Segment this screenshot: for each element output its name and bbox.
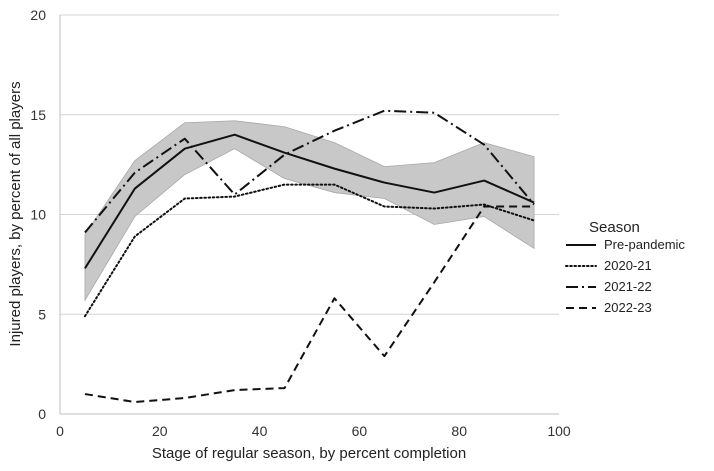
series-line-2020-21 xyxy=(83,183,536,318)
tick-labels: 0 5 10 15 20 0 20 40 60 80 100 xyxy=(30,7,570,439)
y-tick-label: 20 xyxy=(30,7,46,23)
series-lines xyxy=(83,109,536,404)
x-tick-label: 0 xyxy=(56,423,64,439)
y-axis-label: Injured players, by percent of all playe… xyxy=(7,81,24,346)
band-area xyxy=(84,120,535,302)
legend: Season Pre-pandemic 2020-21 2021-22 2022-23 xyxy=(565,219,685,315)
y-tick-label: 0 xyxy=(38,406,46,422)
series-line-2021-22 xyxy=(84,109,535,234)
legend-item-label: 2021-22 xyxy=(604,279,652,294)
x-axis-label: Stage of regular season, by percent comp… xyxy=(152,445,466,462)
legend-item-label: Pre-pandemic xyxy=(604,237,685,252)
x-tick-label: 20 xyxy=(152,423,168,439)
y-tick-label: 15 xyxy=(30,107,46,123)
series-line-pre-pandemic xyxy=(84,133,535,269)
series-line-2022-23 xyxy=(84,205,535,404)
legend-title: Season xyxy=(589,219,640,236)
axes xyxy=(59,15,559,415)
x-tick-label: 80 xyxy=(451,423,467,439)
range-band xyxy=(84,120,535,302)
x-tick-label: 60 xyxy=(352,423,368,439)
y-tick-label: 5 xyxy=(38,306,46,322)
legend-item-label: 2020-21 xyxy=(604,258,652,273)
legend-item-label: 2022-23 xyxy=(604,300,652,315)
x-tick-label: 100 xyxy=(547,423,571,439)
y-tick-label: 10 xyxy=(30,207,46,223)
x-tick-label: 40 xyxy=(252,423,268,439)
